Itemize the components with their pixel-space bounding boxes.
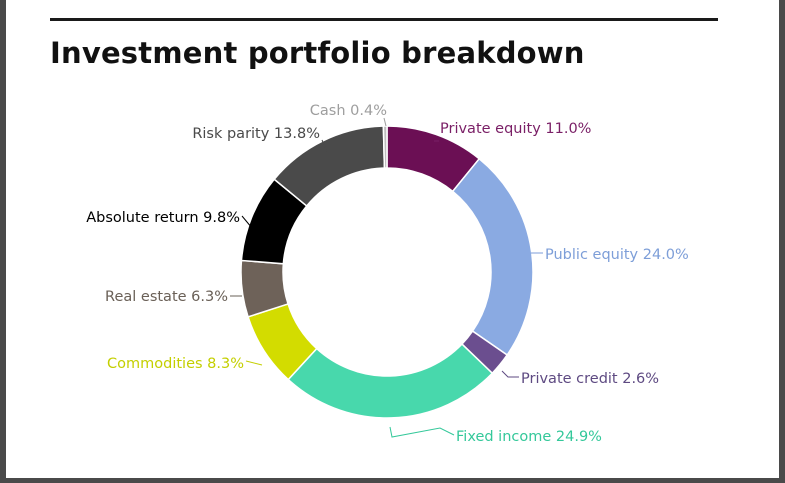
leader-line-private-credit [501, 370, 519, 378]
label-fixed-income: Fixed income 24.9% [456, 429, 602, 445]
slice-cash [382, 125, 388, 169]
top-rule [50, 18, 718, 21]
slice-fixed-income [287, 343, 494, 419]
leader-line-cash [383, 117, 387, 127]
leader-line-fixed-income [389, 426, 455, 438]
leader-line-commodities [245, 360, 263, 366]
label-real-estate: Real estate 6.3% [105, 289, 228, 305]
label-public-equity: Public equity 24.0% [545, 247, 689, 263]
label-absolute-return: Absolute return 9.8% [86, 210, 240, 226]
label-private-equity: Private equity 11.0% [440, 121, 591, 137]
leader-line-absolute-return [241, 215, 253, 229]
slice-public-equity [451, 157, 534, 357]
label-private-credit: Private credit 2.6% [521, 371, 659, 387]
chart-title: Investment portfolio breakdown [50, 36, 585, 70]
label-risk-parity: Risk parity 13.8% [192, 126, 320, 142]
leader-line-risk-parity [321, 139, 329, 155]
label-cash: Cash 0.4% [310, 103, 387, 119]
label-commodities: Commodities 8.3% [107, 356, 244, 372]
